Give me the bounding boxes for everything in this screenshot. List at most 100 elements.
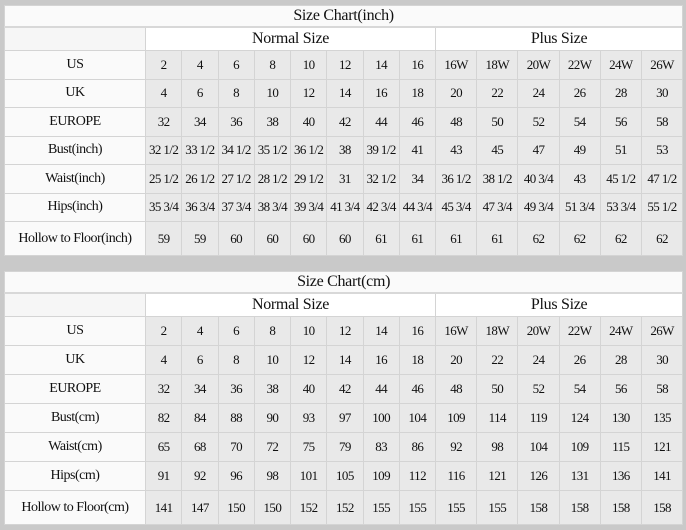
table-cell: 83 [362, 432, 400, 462]
table-cell: 72 [253, 432, 292, 462]
table-cell: 62 [517, 221, 560, 256]
row-label: EUROPE [4, 374, 146, 404]
table-cell: 155 [476, 490, 519, 525]
table-cell: 50 [476, 374, 519, 404]
table-cell: 51 [599, 135, 642, 165]
chart-title: Size Chart(inch) [3, 5, 684, 28]
table-cell: 36 1/2 [434, 164, 478, 194]
table-row: EUROPE 32 34 36 38 40 42 44 46 48 50 52 54 56 58 [4, 107, 684, 137]
table-cell: 56 [599, 107, 642, 137]
table-cell: 40 [289, 374, 328, 404]
table-cell: 124 [558, 403, 601, 433]
table-cell: 84 [181, 403, 219, 433]
table-cell: 92 [181, 461, 219, 491]
table-cell: 55 1/2 [640, 192, 684, 222]
table-cell: 70 [217, 432, 255, 462]
table-cell: 26W [640, 316, 684, 346]
table-cell: 43 [558, 164, 601, 194]
table-cell: 152 [326, 490, 364, 525]
table-cell: 88 [217, 403, 255, 433]
table-cell: 131 [558, 461, 601, 491]
table-cell: 38 1/2 [476, 164, 519, 194]
table-cell: 12 [326, 316, 364, 346]
table-row: Waist(cm) 65 68 70 72 75 79 83 86 92 98 104 109 115 12… [4, 432, 684, 462]
table-cell: 121 [640, 432, 684, 462]
table-cell: 52 [517, 107, 560, 137]
group-header-normal-size: Normal Size [145, 26, 436, 51]
table-cell: 101 [289, 461, 328, 491]
table-cell: 33 1/2 [181, 135, 219, 165]
table-cell: 60 [326, 221, 364, 256]
table-cell: 8 [217, 345, 255, 375]
title-row: Size Chart(cm) [3, 271, 684, 294]
table-cell: 20W [517, 316, 560, 346]
size-chart-inch: Size Chart(inch) Normal Size Plus Size US 2 4… [3, 5, 684, 256]
size-table: Size Chart(inch) Normal Size Plus Size US 2 4… [3, 5, 684, 256]
table-row: Hips(inch) 35 3/4 36 3/4 37 3/4 38 3/4 39 3/4… [4, 192, 684, 222]
table-cell: 8 [253, 316, 292, 346]
table-cell: 61 [476, 221, 519, 256]
table-cell: 18 [398, 78, 437, 108]
table-cell: 141 [144, 490, 183, 525]
table-cell: 136 [599, 461, 642, 491]
table-cell: 75 [289, 432, 328, 462]
table-row: Bust(inch) 32 1/2 33 1/2 34 1/2 35 1/2 36 1/2… [4, 135, 684, 165]
table-cell: 56 [599, 374, 642, 404]
table-cell: 41 [398, 135, 437, 165]
table-cell: 48 [434, 374, 478, 404]
table-cell: 61 [434, 221, 478, 256]
table-cell: 14 [362, 50, 400, 80]
row-label: Hollow to Floor(inch) [4, 221, 146, 256]
table-cell: 58 [640, 374, 684, 404]
table-cell: 62 [640, 221, 684, 256]
table-cell: 18W [476, 316, 519, 346]
table-cell: 91 [144, 461, 183, 491]
table-cell: 147 [181, 490, 219, 525]
table-cell: 61 [398, 221, 437, 256]
table-cell: 45 1/2 [599, 164, 642, 194]
chart-title: Size Chart(cm) [3, 271, 684, 294]
table-cell: 8 [253, 50, 292, 80]
table-cell: 41 3/4 [326, 192, 364, 222]
table-cell: 20W [517, 50, 560, 80]
table-cell: 150 [253, 490, 292, 525]
row-label: Hips(inch) [4, 192, 146, 222]
table-cell: 8 [217, 78, 255, 108]
table-cell: 6 [181, 78, 219, 108]
table-cell: 40 3/4 [517, 164, 560, 194]
row-label: Bust(inch) [4, 135, 146, 165]
table-row: Hollow to Floor(cm) 141 147 150 150 152 152 155… [4, 490, 684, 525]
table-cell: 44 3/4 [398, 192, 437, 222]
table-cell: 54 [558, 107, 601, 137]
table-cell: 44 [362, 374, 400, 404]
table-cell: 68 [181, 432, 219, 462]
table-cell: 35 3/4 [144, 192, 183, 222]
table-cell: 44 [362, 107, 400, 137]
table-cell: 98 [253, 461, 292, 491]
table-cell: 152 [289, 490, 328, 525]
table-cell: 4 [181, 316, 219, 346]
row-label: Waist(cm) [4, 432, 146, 462]
table-cell: 6 [181, 345, 219, 375]
table-cell: 4 [144, 345, 183, 375]
table-cell: 34 [181, 374, 219, 404]
table-cell: 24W [599, 50, 642, 80]
table-cell: 6 [217, 50, 255, 80]
row-label: Bust(cm) [4, 403, 146, 433]
table-cell: 121 [476, 461, 519, 491]
table-row: US 2 4 6 8 10 12 14 16 16W 18W 20W 22W 24W 26W [4, 50, 684, 80]
table-cell: 53 3/4 [599, 192, 642, 222]
table-cell: 43 [434, 135, 478, 165]
table-cell: 12 [289, 78, 328, 108]
table-cell: 92 [434, 432, 478, 462]
table-cell: 38 [253, 374, 292, 404]
table-cell: 2 [144, 50, 183, 80]
table-cell: 35 1/2 [253, 135, 292, 165]
table-cell: 49 3/4 [517, 192, 560, 222]
table-row: UK 4 6 8 10 12 14 16 18 20 22 24 26 28 30 [4, 78, 684, 108]
table-cell: 16 [362, 345, 400, 375]
table-cell: 37 3/4 [217, 192, 255, 222]
table-cell: 155 [434, 490, 478, 525]
table-cell: 34 [181, 107, 219, 137]
table-cell: 38 3/4 [253, 192, 292, 222]
